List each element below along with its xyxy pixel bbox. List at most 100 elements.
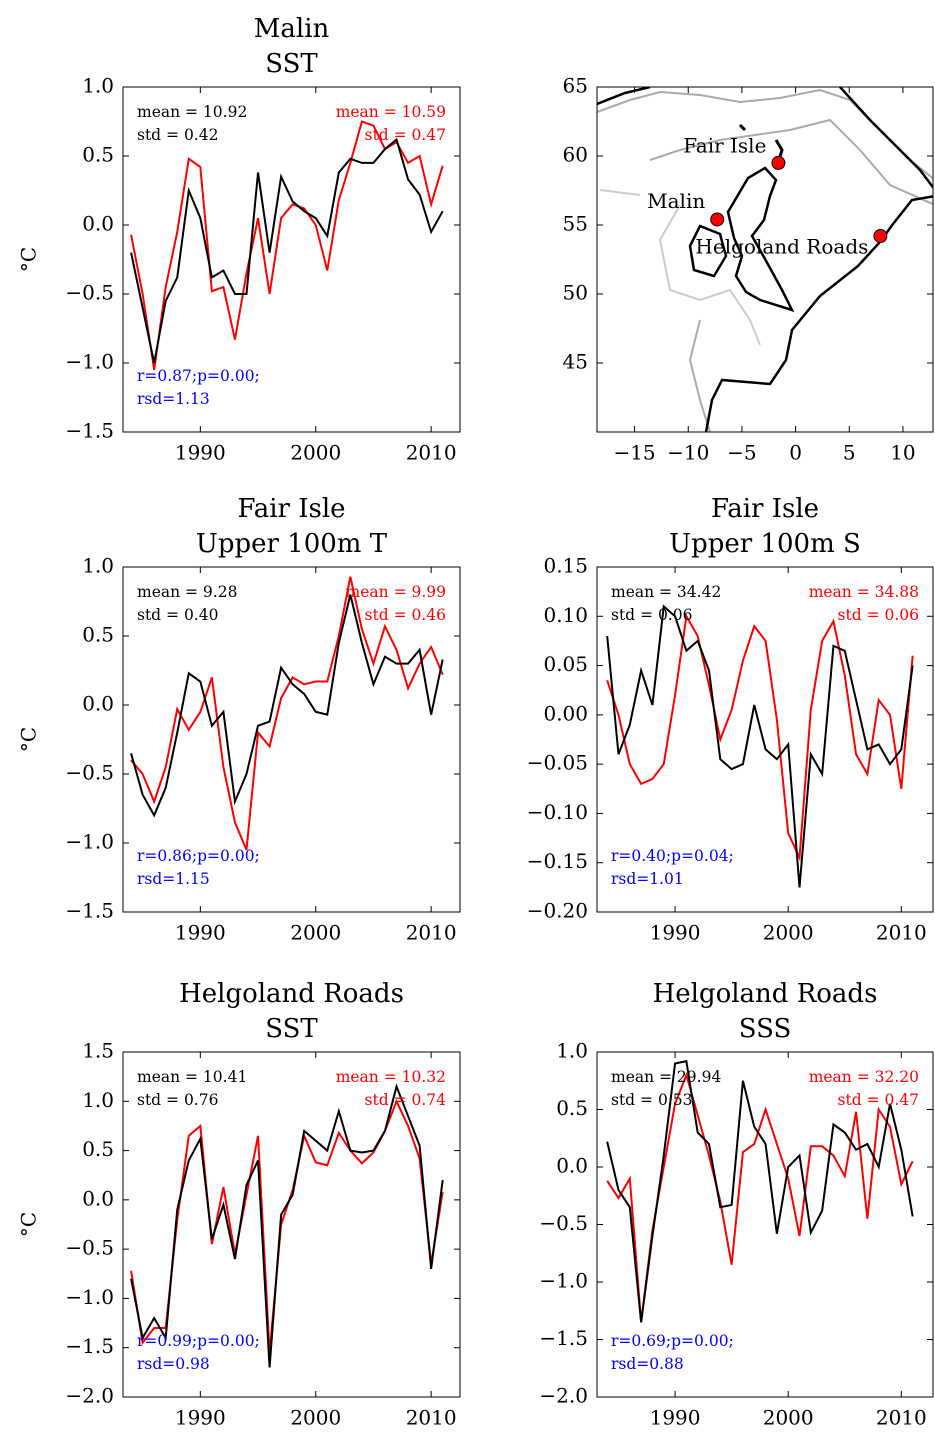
x-tick-label: 1990: [650, 1406, 701, 1430]
coastline: [597, 87, 933, 190]
chart-title: Helgoland Roads: [179, 979, 404, 1009]
stat-annotation: r=0.99;p=0.00;: [137, 1332, 260, 1350]
x-tick-label: 2010: [876, 1406, 927, 1430]
chart-title: Upper 100m S: [669, 529, 861, 559]
y-tick-label: 0.0: [82, 212, 114, 236]
chart-title: Helgoland Roads: [653, 979, 878, 1009]
station-marker: [873, 229, 888, 244]
data-line: [606, 613, 914, 862]
stat-annotation: std = 0.40: [137, 606, 218, 624]
y-tick-label: −1.0: [539, 1269, 588, 1293]
depth-contour: [599, 189, 761, 346]
stat-annotation: mean = 9.28: [137, 583, 237, 601]
stat-annotation: mean = 34.88: [809, 583, 919, 601]
chart-title: Fair Isle: [711, 494, 819, 524]
station-label: Fair Isle: [683, 133, 766, 157]
x-tick-label: 1990: [650, 921, 701, 945]
stat-annotation: r=0.69;p=0.00;: [611, 1332, 734, 1350]
y-tick-label: 0.5: [82, 1137, 114, 1161]
coastline: [688, 224, 728, 278]
x-tick-label: 2000: [290, 1406, 341, 1430]
y-tick-label: −0.5: [65, 281, 114, 305]
data-line: [130, 594, 444, 818]
data-line: [130, 576, 444, 851]
y-tick-label: 0.0: [556, 1154, 588, 1178]
y-tick-label: −1.5: [539, 1326, 588, 1350]
plot-frame: [122, 1051, 461, 1398]
x-tick-label: 2010: [406, 441, 457, 465]
y-tick-label: −1.5: [65, 1334, 114, 1358]
x-tick-label: 1990: [175, 921, 226, 945]
stat-annotation: std = 0.47: [365, 126, 446, 144]
y-tick-label: 55: [563, 212, 588, 236]
y-tick-label: −2.0: [539, 1384, 588, 1408]
data-line: [130, 137, 444, 364]
stat-annotation: std = 0.42: [137, 126, 218, 144]
stat-annotation: std = 0.76: [137, 1091, 218, 1109]
stat-annotation: mean = 29.94: [611, 1068, 721, 1086]
y-tick-label: 1.0: [82, 74, 114, 98]
y-tick-label: 60: [563, 143, 588, 167]
y-tick-label: 50: [563, 281, 588, 305]
coastlines: [597, 87, 933, 432]
plot-frame: [122, 566, 461, 913]
y-tick-label: −1.5: [65, 419, 114, 443]
data-line: [606, 604, 914, 888]
x-tick-label: 2000: [290, 441, 341, 465]
stat-annotation: mean = 10.32: [336, 1068, 446, 1086]
chart-title: SST: [265, 1014, 318, 1044]
depth-contour: [649, 118, 933, 432]
stat-annotation: r=0.86;p=0.00;: [137, 847, 260, 865]
y-axis-label: °C: [17, 1212, 41, 1237]
y-axis-label: °C: [17, 727, 41, 752]
x-tick-label: −5: [727, 441, 756, 465]
x-tick-label: −10: [667, 441, 709, 465]
stat-annotation: std = 0.53: [611, 1091, 692, 1109]
x-tick-label: 1990: [175, 1406, 226, 1430]
station-marker: [771, 155, 786, 170]
y-tick-label: 1.0: [556, 1039, 588, 1063]
y-tick-label: −1.0: [65, 830, 114, 854]
y-tick-label: 0.0: [82, 1186, 114, 1210]
x-tick-label: 10: [890, 441, 915, 465]
y-tick-label: −0.20: [527, 899, 588, 923]
y-tick-label: −0.10: [527, 800, 588, 824]
y-tick-label: −0.05: [527, 751, 588, 775]
y-tick-label: 45: [563, 350, 588, 374]
y-tick-label: 1.5: [82, 1039, 114, 1063]
x-tick-label: 2010: [406, 1406, 457, 1430]
coastline: [704, 195, 933, 432]
station-marker: [710, 212, 725, 227]
stat-annotation: rsd=0.88: [611, 1355, 684, 1373]
stat-annotation: mean = 9.99: [346, 583, 446, 601]
plot-frame: [596, 566, 934, 913]
data-line: [130, 1083, 444, 1368]
data-line: [130, 1098, 444, 1353]
y-tick-label: −2.0: [65, 1384, 114, 1408]
station-label: Helgoland Roads: [695, 235, 868, 259]
stat-annotation: r=0.87;p=0.00;: [137, 367, 260, 385]
stat-annotation: r=0.40;p=0.04;: [611, 847, 734, 865]
x-tick-label: 2010: [406, 921, 457, 945]
y-tick-label: 65: [563, 74, 588, 98]
stat-annotation: std = 0.46: [365, 606, 446, 624]
stat-annotation: std = 0.47: [838, 1091, 919, 1109]
y-tick-label: −1.0: [65, 350, 114, 374]
data-line: [606, 1071, 914, 1323]
y-tick-label: 1.0: [82, 554, 114, 578]
chart-title: SST: [265, 49, 318, 79]
y-tick-label: 0.05: [543, 652, 588, 676]
y-tick-label: 0.0: [82, 692, 114, 716]
stat-annotation: mean = 34.42: [611, 583, 721, 601]
data-line: [130, 120, 444, 371]
y-tick-label: 0.5: [82, 143, 114, 167]
y-tick-label: 0.00: [543, 701, 588, 725]
y-tick-label: 0.5: [82, 623, 114, 647]
plot-frame: [596, 86, 934, 433]
chart-title: SSS: [739, 1014, 792, 1044]
y-tick-label: 0.5: [556, 1096, 588, 1120]
chart-title: Upper 100m T: [196, 529, 388, 559]
y-tick-label: 1.0: [82, 1088, 114, 1112]
y-tick-label: −0.15: [527, 849, 588, 873]
plot-frame: [122, 86, 461, 433]
